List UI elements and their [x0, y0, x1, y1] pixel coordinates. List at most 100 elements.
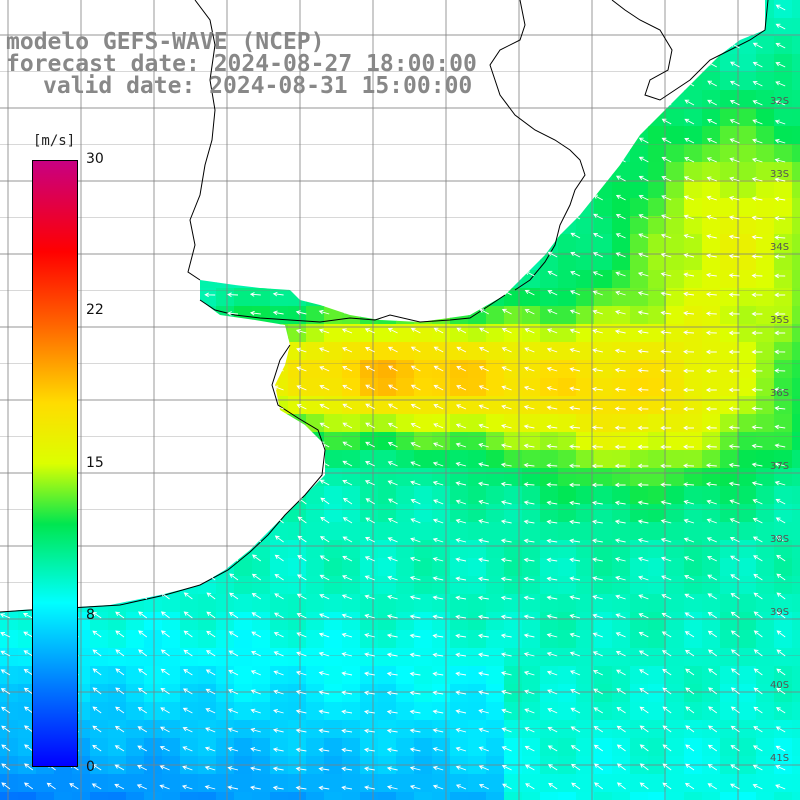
wind-arrow — [432, 709, 444, 715]
wind-arrow — [364, 671, 375, 677]
wind-arrow — [135, 311, 147, 317]
wind-arrow — [752, 100, 763, 106]
wind-arrow — [570, 763, 581, 771]
wind-speed-cell — [216, 702, 235, 721]
wind-speed-cell — [342, 450, 361, 469]
wind-arrow — [295, 6, 307, 11]
wind-speed-cell — [450, 522, 469, 541]
wind-arrow — [775, 4, 786, 11]
wind-speed-cell — [666, 72, 685, 91]
wind-speed-cell — [144, 180, 163, 199]
wind-arrow — [319, 366, 330, 372]
wind-arrow — [455, 195, 467, 201]
wind-arrow — [160, 649, 170, 657]
wind-speed-cell — [540, 108, 559, 127]
wind-arrow — [432, 26, 444, 32]
wind-arrow — [707, 574, 718, 581]
wind-speed-cell — [432, 648, 451, 667]
wind-speed-cell — [288, 594, 307, 613]
wind-arrow — [204, 311, 216, 317]
wind-speed-cell — [252, 558, 271, 577]
wind-arrow — [751, 406, 763, 411]
wind-arrow — [364, 766, 375, 772]
wind-speed-cell — [594, 774, 613, 793]
wind-speed-cell — [180, 180, 199, 199]
wind-speed-cell — [126, 774, 145, 793]
wind-arrow — [410, 233, 421, 239]
wind-speed-cell — [306, 306, 325, 325]
wind-speed-cell — [756, 522, 775, 541]
wind-speed-cell — [774, 504, 793, 523]
wind-speed-cell — [90, 108, 109, 127]
wind-arrow — [547, 251, 558, 258]
wind-speed-cell — [108, 378, 127, 397]
wind-arrow — [753, 630, 763, 638]
wind-arrow — [478, 139, 489, 144]
wind-speed-cell — [522, 36, 541, 55]
wind-speed-cell — [612, 612, 631, 631]
wind-speed-cell — [540, 648, 559, 667]
wind-arrow — [455, 120, 467, 126]
wind-speed-cell — [504, 684, 523, 703]
wind-speed-cell — [594, 324, 613, 343]
wind-arrow — [364, 346, 375, 353]
wind-arrow — [662, 687, 672, 695]
wind-arrow — [683, 556, 695, 562]
wind-speed-cell — [486, 126, 505, 145]
wind-speed-cell — [0, 162, 19, 181]
wind-speed-cell — [432, 108, 451, 127]
wind-arrow — [113, 176, 125, 182]
wind-arrow — [433, 365, 444, 372]
wind-arrow — [0, 271, 11, 277]
wind-speed-cell — [720, 90, 739, 109]
wind-speed-cell — [594, 450, 613, 469]
wind-speed-cell — [684, 180, 703, 199]
wind-speed-cell — [540, 450, 559, 469]
wind-speed-cell — [108, 360, 127, 379]
wind-arrow — [753, 649, 763, 657]
wind-speed-cell — [468, 162, 487, 181]
wind-speed-cell — [270, 234, 289, 253]
wind-speed-cell — [396, 126, 415, 145]
wind-arrow — [730, 611, 740, 619]
wind-arrow — [90, 292, 102, 297]
wind-speed-cell — [648, 378, 667, 397]
wind-arrow — [158, 216, 170, 221]
wind-speed-cell — [648, 666, 667, 685]
wind-speed-cell — [108, 306, 127, 325]
wind-arrow — [774, 368, 786, 374]
wind-speed-cell — [522, 126, 541, 145]
wind-arrow — [135, 349, 147, 355]
wind-speed-cell — [342, 486, 361, 505]
wind-speed-cell — [378, 612, 397, 631]
wind-arrow — [500, 519, 512, 524]
wind-arrow — [524, 289, 535, 296]
wind-arrow — [342, 365, 353, 372]
wind-arrow — [295, 670, 307, 676]
wind-speed-cell — [306, 324, 325, 343]
wind-speed-cell — [576, 342, 595, 361]
wind-speed-cell — [126, 414, 145, 433]
wind-arrow — [251, 650, 262, 657]
wind-speed-cell — [414, 612, 433, 631]
wind-arrow — [662, 744, 672, 752]
wind-speed-cell — [594, 630, 613, 649]
wind-speed-cell — [702, 486, 721, 505]
wind-arrow — [318, 6, 330, 12]
wind-speed-cell — [396, 378, 415, 397]
wind-speed-cell — [378, 252, 397, 271]
wind-speed-cell — [468, 180, 487, 199]
wind-speed-cell — [468, 396, 487, 415]
wind-arrow — [0, 613, 11, 619]
wind-arrow — [205, 688, 216, 695]
wind-arrow — [115, 706, 125, 714]
wind-arrow — [729, 119, 740, 125]
wind-arrow — [0, 688, 11, 695]
wind-arrow — [523, 7, 535, 12]
wind-speed-cell — [612, 162, 631, 181]
wind-speed-cell — [108, 144, 127, 163]
wind-speed-cell — [342, 378, 361, 397]
wind-arrow — [158, 311, 170, 317]
wind-speed-cell — [738, 306, 757, 325]
wind-arrow — [684, 649, 695, 657]
